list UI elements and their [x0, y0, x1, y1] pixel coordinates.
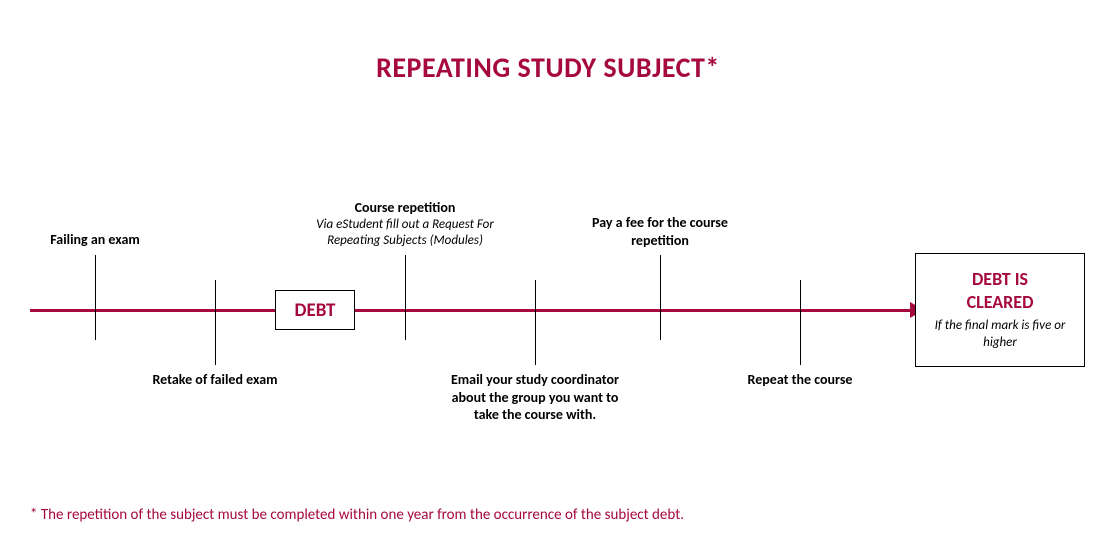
timeline-tick — [535, 280, 536, 365]
cleared-sub: If the final mark is five or higher — [926, 318, 1074, 352]
timeline-label: Course repetitionVia eStudent fill out a… — [310, 199, 500, 249]
footnote: * The repetition of the subject must be … — [30, 506, 684, 524]
timeline-axis — [30, 309, 910, 312]
timeline-label-title: Pay a fee for the course repetition — [592, 214, 728, 249]
cleared-line1: DEBT IS — [926, 268, 1074, 291]
timeline-label-title: Failing an exam — [50, 231, 140, 248]
timeline-label-subtitle: Via eStudent fill out a Request For Repe… — [310, 217, 500, 250]
cleared-line2: CLEARED — [926, 291, 1074, 314]
debt-box: DEBT — [275, 290, 355, 330]
timeline-label-title: Email your study coordinator about the g… — [451, 371, 619, 423]
timeline-label-title: Repeat the course — [748, 371, 853, 388]
timeline-label: Email your study coordinator about the g… — [440, 371, 630, 424]
timeline-tick — [215, 280, 216, 365]
timeline-tick — [800, 280, 801, 365]
timeline-label: Retake of failed exam — [120, 371, 310, 389]
timeline-label: Repeat the course — [705, 371, 895, 389]
timeline-tick — [95, 255, 96, 340]
debt-cleared-box: DEBT IS CLEARED If the final mark is fiv… — [915, 253, 1085, 368]
timeline-label-title: Retake of failed exam — [153, 371, 278, 388]
timeline-label: Pay a fee for the course repetition — [565, 214, 755, 249]
timeline-tick — [405, 255, 406, 340]
page-title: REPEATING STUDY SUBJECT* — [0, 50, 1096, 85]
timeline-tick — [660, 255, 661, 340]
timeline-label: Failing an exam — [0, 231, 190, 249]
timeline-label-title: Course repetition — [355, 199, 456, 216]
